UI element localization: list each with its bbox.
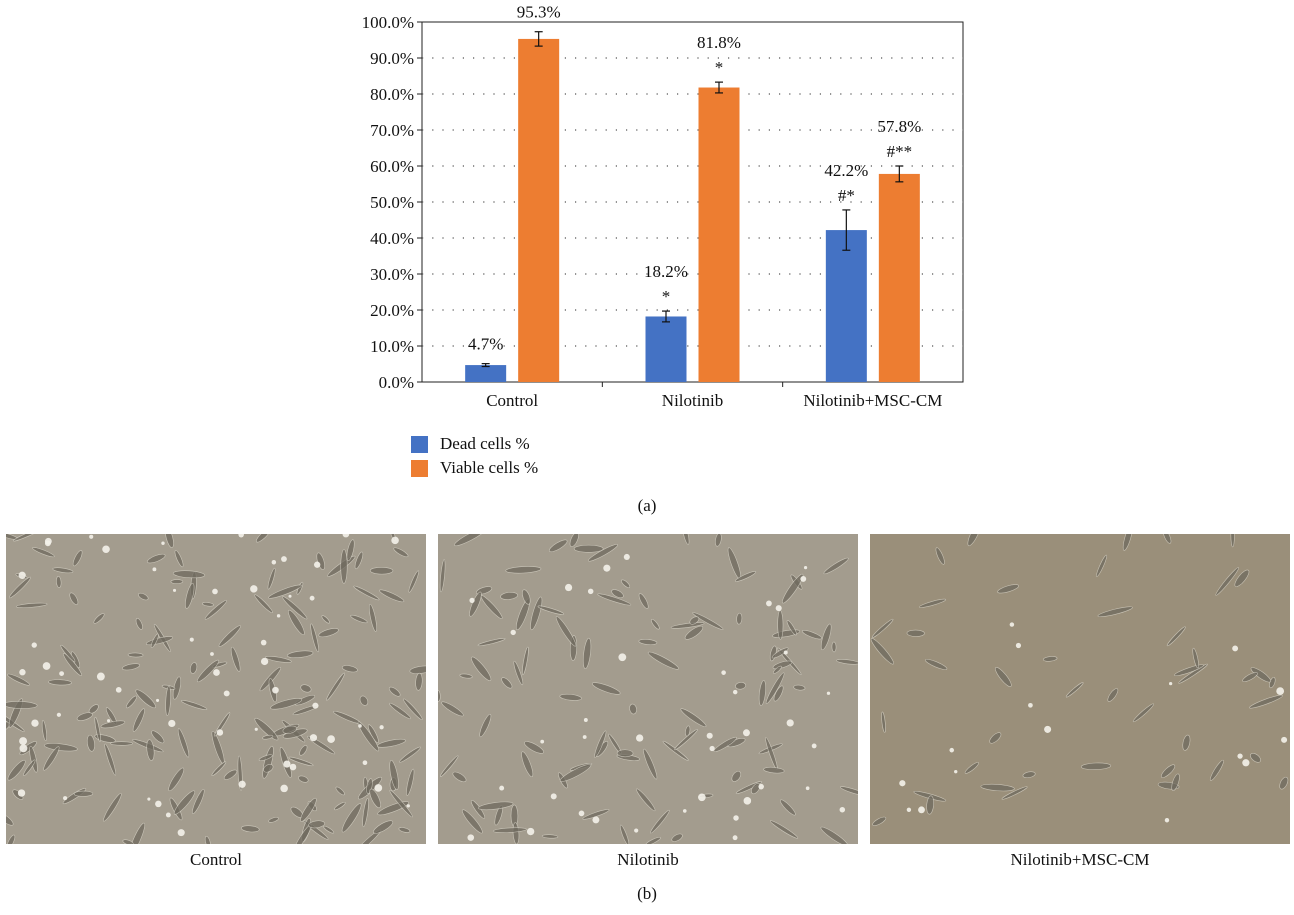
- legend-label-dead: Dead cells %: [440, 434, 530, 453]
- legend-swatch-viable: [411, 459, 428, 477]
- bar-dead-1: [645, 316, 687, 382]
- data-label: 81.8%: [697, 33, 741, 52]
- data-label: 4.7%: [468, 335, 503, 354]
- x-tick-label: Nilotinib+MSC-CM: [803, 391, 942, 410]
- data-label: 95.3%: [517, 3, 561, 22]
- x-tick-label: Nilotinib: [662, 391, 723, 410]
- bar-viable-2: [878, 173, 920, 382]
- micrograph-nilotinib-msc-cm: [870, 534, 1290, 844]
- caption-nilotinib: Nilotinib: [617, 850, 679, 869]
- data-label: 18.2%: [644, 262, 688, 281]
- data-label: 42.2%: [824, 161, 868, 180]
- y-tick-label: 100.0%: [362, 13, 414, 32]
- panel-b-label: (b): [637, 884, 657, 903]
- legend-item-viable: Viable cells %: [411, 456, 538, 480]
- y-tick-label: 10.0%: [370, 337, 414, 356]
- legend-label-viable: Viable cells %: [440, 458, 539, 477]
- micrograph-control: [6, 534, 426, 844]
- y-tick-label: 30.0%: [370, 265, 414, 284]
- significance-mark: *: [715, 58, 724, 77]
- significance-mark: *: [662, 287, 671, 306]
- y-tick-label: 80.0%: [370, 85, 414, 104]
- bar-dead-2: [825, 230, 867, 382]
- caption-nilotinib-msc-cm: Nilotinib+MSC-CM: [1010, 850, 1150, 869]
- legend-item-dead: Dead cells %: [411, 432, 538, 456]
- y-tick-label: 0.0%: [379, 373, 414, 392]
- caption-control: Control: [190, 850, 242, 869]
- y-tick-label: 40.0%: [370, 229, 414, 248]
- x-tick-label: Control: [486, 391, 538, 410]
- bar-chart: 0.0% 10.0% 20.0% 30.0% 40.0% 50.0% 60.0% 70.0% 8…: [362, 3, 964, 410]
- bar-dead-0: [465, 365, 507, 382]
- micrograph-nilotinib: [438, 534, 858, 844]
- y-tick-label: 70.0%: [370, 121, 414, 140]
- bar-viable-0: [518, 38, 560, 383]
- panel-a-label: (a): [637, 496, 657, 515]
- chart-legend: Dead cells % Viable cells %: [411, 432, 538, 480]
- y-tick-label: 60.0%: [370, 157, 414, 176]
- significance-mark: #**: [887, 142, 913, 161]
- bar-viable-1: [698, 87, 740, 383]
- y-tick-label: 20.0%: [370, 301, 414, 320]
- y-tick-label: 90.0%: [370, 49, 414, 68]
- data-label: 57.8%: [877, 117, 921, 136]
- y-tick-label: 50.0%: [370, 193, 414, 212]
- legend-swatch-dead: [411, 435, 428, 453]
- significance-mark: #*: [838, 186, 855, 205]
